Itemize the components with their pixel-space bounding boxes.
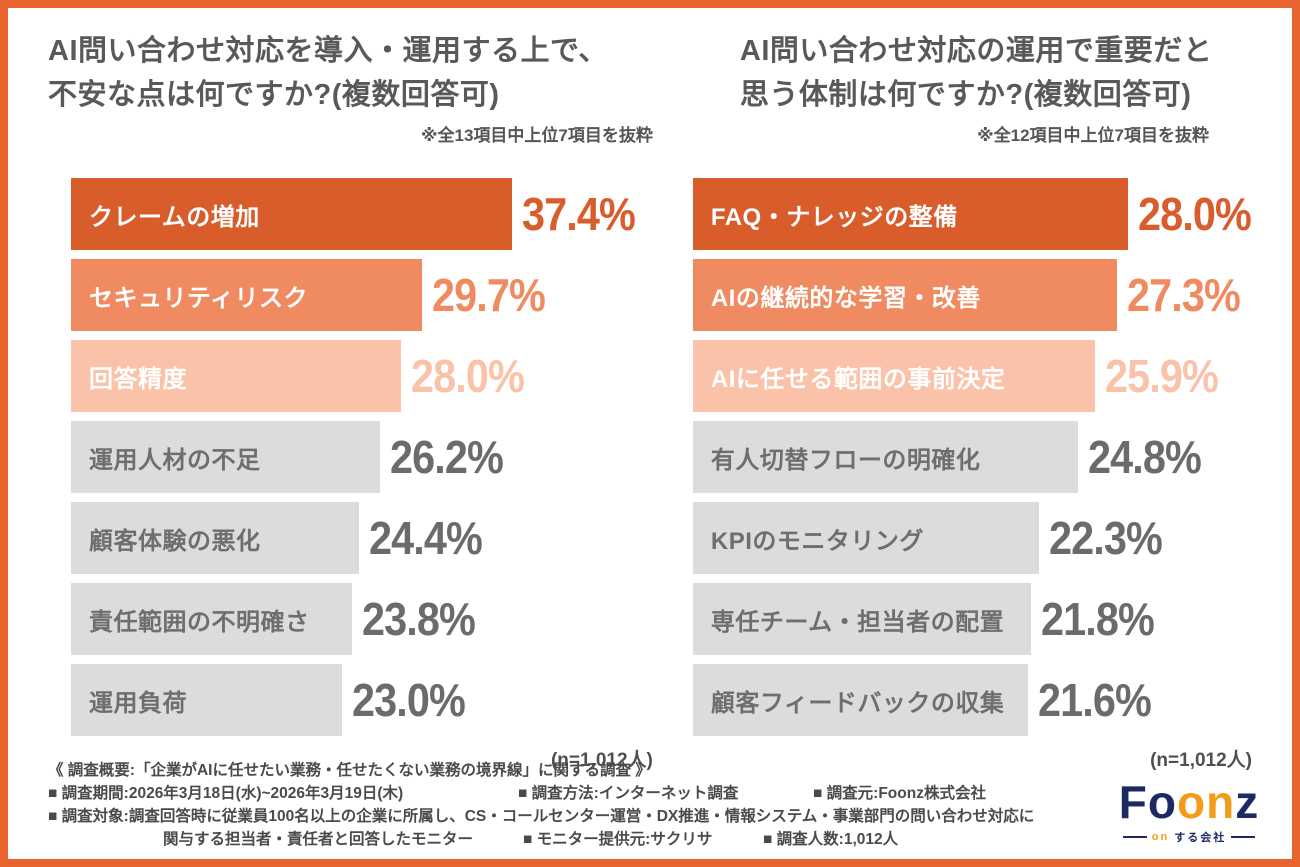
right-chart-n-label: (n=1,012人) xyxy=(1150,750,1252,771)
tagline-left-dash-icon xyxy=(1122,836,1147,838)
bar-row: 運用負荷 23.0% xyxy=(71,664,653,736)
bar-row: 顧客体験の悪化 24.4% xyxy=(71,502,653,574)
foonz-logo: Foonz on する会社 xyxy=(1100,777,1278,847)
bar-value: 26.2% xyxy=(390,431,504,483)
bar-label: 責任範囲の不明確さ xyxy=(89,608,310,636)
bar-label: 顧客体験の悪化 xyxy=(89,527,261,555)
bar-value: 27.3% xyxy=(1126,269,1241,321)
bar: セキュリティリスク xyxy=(71,259,422,331)
bar-value: 22.3% xyxy=(1049,512,1163,564)
bar-label: AIに任せる範囲の事前決定 xyxy=(710,365,1006,393)
bar-label: FAQ・ナレッジの整備 xyxy=(710,203,958,231)
bar-value: 23.0% xyxy=(352,674,466,726)
bar-row: FAQ・ナレッジの整備 28.0% xyxy=(692,178,1252,250)
bar: AIに任せる範囲の事前決定 xyxy=(692,340,1096,412)
wordmark-letter: z xyxy=(1235,776,1260,828)
survey-footer-line2: ■ 調査期間:2026年3月18日(水)~2026年3月19日(木) ■ 調査方… xyxy=(48,782,1276,805)
bar-row: 専任チーム・担当者の配置 21.8% xyxy=(692,583,1252,655)
bar: 専任チーム・担当者の配置 xyxy=(692,583,1032,655)
left-chart-title-line1: AI問い合わせ対応を導入・運用する上で、 xyxy=(48,35,608,67)
right-chart-column: AI問い合わせ対応の運用で重要だと 思う体制は何ですか?(複数回答可) ※全12… xyxy=(690,30,1252,772)
survey-monitor-source: ■ モニター提供元:サクリサ xyxy=(523,831,713,848)
bar: 運用人材の不足 xyxy=(71,421,381,493)
survey-method: ■ 調査方法:インターネット調査 xyxy=(518,785,739,802)
wordmark-letter: n xyxy=(1206,776,1236,828)
survey-overview-heading: 《 調査概要:「企業がAIに任せたい業務・任せたくない業務の境界線」に関する調査… xyxy=(48,762,651,779)
bar-value: 28.0% xyxy=(1137,188,1252,240)
bar-row: 責任範囲の不明確さ 23.8% xyxy=(71,583,653,655)
bar: 顧客フィードバックの収集 xyxy=(692,664,1029,736)
bar: 責任範囲の不明確さ xyxy=(71,583,352,655)
bar-label: セキュリティリスク xyxy=(89,284,309,312)
bar: AIの継続的な学習・改善 xyxy=(692,259,1117,331)
charts-row: AI問い合わせ対応を導入・運用する上で、 不安な点は何ですか?(複数回答可) ※… xyxy=(8,8,1292,772)
left-chart-bars: クレームの増加 37.4% セキュリティリスク 29.7% 回答精度 28.0% 運用人材の… xyxy=(48,178,653,736)
bar-row: 運用人材の不足 26.2% xyxy=(71,421,653,493)
wordmark-letter: F xyxy=(1118,776,1148,828)
foonz-tagline: on する会社 xyxy=(1104,829,1274,845)
bar-value: 29.7% xyxy=(431,269,546,321)
bar: FAQ・ナレッジの整備 xyxy=(692,178,1128,250)
survey-footer-line4: 関与する担当者・責任者と回答したモニター ■ モニター提供元:サクリサ ■ 調査… xyxy=(48,828,1276,851)
bar-label: 専任チーム・担当者の配置 xyxy=(710,608,1005,636)
right-chart-note: ※全12項目中上位7項目を抜粋 xyxy=(977,126,1209,145)
bar-label: 運用負荷 xyxy=(89,689,187,717)
wordmark-letter: o xyxy=(1177,776,1207,828)
bar-label: 回答精度 xyxy=(89,365,187,393)
foonz-wordmark: Foonz xyxy=(1104,779,1274,825)
right-chart-title: AI問い合わせ対応の運用で重要だと 思う体制は何ですか?(複数回答可) xyxy=(690,30,1252,117)
bar-row: KPIのモニタリング 22.3% xyxy=(692,502,1252,574)
bar-value: 21.8% xyxy=(1041,593,1155,645)
bar-label: AIの継続的な学習・改善 xyxy=(710,284,981,312)
bar: クレームの増加 xyxy=(71,178,513,250)
bar-value: 24.4% xyxy=(368,512,483,564)
right-chart-title-line1: AI問い合わせ対応の運用で重要だと xyxy=(739,35,1213,67)
survey-sample-size: ■ 調査人数:1,012人 xyxy=(763,831,899,848)
left-chart-note: ※全13項目中上位7項目を抜粋 xyxy=(421,126,653,145)
bar-row: セキュリティリスク 29.7% xyxy=(71,259,653,331)
survey-period: ■ 調査期間:2026年3月18日(水)~2026年3月19日(木) xyxy=(48,785,404,802)
bar-value: 24.8% xyxy=(1088,431,1202,483)
bar: KPIのモニタリング xyxy=(692,502,1040,574)
bar-row: 回答精度 28.0% xyxy=(71,340,653,412)
bar-row: AIの継続的な学習・改善 27.3% xyxy=(692,259,1252,331)
survey-source: ■ 調査元:Foonz株式会社 xyxy=(813,785,986,802)
tagline-right-dash-icon xyxy=(1231,836,1256,838)
left-chart-n-label: (n=1,012人) xyxy=(550,750,653,771)
survey-overview-footer: 《 調査概要:「企業がAIに任せたい業務・任せたくない業務の境界線」に関する調査… xyxy=(48,759,1276,851)
bar-value: 25.9% xyxy=(1105,350,1219,402)
bar-label: 運用人材の不足 xyxy=(89,446,261,474)
bar-label: 顧客フィードバックの収集 xyxy=(710,689,1005,717)
bar-row: 顧客フィードバックの収集 21.6% xyxy=(692,664,1252,736)
survey-target-line1: ■ 調査対象:調査回答時に従業員100名以上の企業に所属し、CS・コールセンター… xyxy=(48,808,1035,825)
bar-label: KPIのモニタリング xyxy=(710,527,924,555)
tagline-on: on xyxy=(1151,831,1170,843)
bar: 有人切替フローの明確化 xyxy=(692,421,1079,493)
bar-label: クレームの増加 xyxy=(89,203,260,231)
bar-value: 37.4% xyxy=(522,188,636,240)
left-chart-title: AI問い合わせ対応を導入・運用する上で、 不安な点は何ですか?(複数回答可) xyxy=(48,30,653,117)
right-chart-title-line2: 思う体制は何ですか?(複数回答可) xyxy=(739,78,1192,111)
tagline-company: する会社 xyxy=(1174,832,1227,844)
wordmark-letter: o xyxy=(1147,776,1177,828)
bar-value: 23.8% xyxy=(361,593,476,645)
right-chart-bars: FAQ・ナレッジの整備 28.0% AIの継続的な学習・改善 27.3% AIに任せる範… xyxy=(690,178,1252,736)
bar: 運用負荷 xyxy=(71,664,343,736)
left-chart-title-line2: 不安な点は何ですか?(複数回答可) xyxy=(48,78,500,111)
bar: 回答精度 xyxy=(71,340,402,412)
bar-row: クレームの増加 37.4% xyxy=(71,178,653,250)
bar-row: 有人切替フローの明確化 24.8% xyxy=(692,421,1252,493)
bar-label: 有人切替フローの明確化 xyxy=(710,446,981,474)
bar-value: 28.0% xyxy=(411,350,525,402)
bar-row: AIに任せる範囲の事前決定 25.9% xyxy=(692,340,1252,412)
left-chart-column: AI問い合わせ対応を導入・運用する上で、 不安な点は何ですか?(複数回答可) ※… xyxy=(48,30,653,772)
bar: 顧客体験の悪化 xyxy=(71,502,359,574)
survey-target-line2: 関与する担当者・責任者と回答したモニター xyxy=(163,831,474,848)
bar-value: 21.6% xyxy=(1038,674,1152,726)
